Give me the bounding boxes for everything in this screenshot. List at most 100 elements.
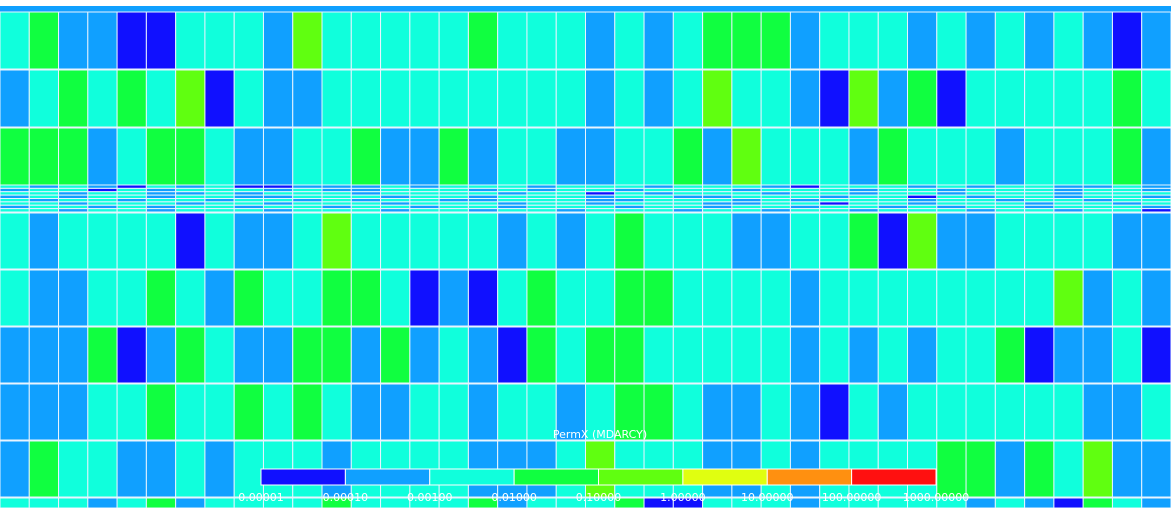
grid-cell[interactable] xyxy=(58,127,89,186)
grid-cell[interactable] xyxy=(233,127,264,186)
grid-cell[interactable] xyxy=(1111,383,1143,441)
grid-cell[interactable] xyxy=(526,69,557,128)
grid-cell[interactable] xyxy=(672,69,704,128)
grid-cell[interactable] xyxy=(702,269,733,327)
grid-cell[interactable] xyxy=(526,383,557,441)
grid-cell[interactable] xyxy=(233,383,264,441)
grid-cell[interactable] xyxy=(1053,326,1084,384)
grid-cell[interactable] xyxy=(438,11,469,70)
grid-cell[interactable] xyxy=(292,383,323,441)
grid-cell[interactable] xyxy=(28,69,60,128)
grid-cell[interactable] xyxy=(58,326,89,384)
grid-cell[interactable] xyxy=(877,326,909,384)
grid-cell[interactable] xyxy=(233,269,264,327)
grid-cell[interactable] xyxy=(1111,127,1143,186)
grid-cell[interactable] xyxy=(760,69,791,128)
grid-cell[interactable] xyxy=(731,269,762,327)
grid-cell[interactable] xyxy=(58,269,89,327)
grid-cell[interactable] xyxy=(848,127,879,186)
grid-cell[interactable] xyxy=(87,127,118,186)
grid-cell[interactable] xyxy=(1024,127,1055,186)
grid-cell[interactable] xyxy=(28,326,60,384)
grid-cell[interactable] xyxy=(0,269,30,327)
grid-cell[interactable] xyxy=(145,127,177,186)
grid-cell[interactable] xyxy=(994,440,1026,498)
grid-cell[interactable] xyxy=(1024,326,1055,384)
grid-cell[interactable] xyxy=(467,383,499,441)
grid-cell[interactable] xyxy=(145,212,177,270)
grid-cell[interactable] xyxy=(848,383,879,441)
grid-cell[interactable] xyxy=(321,383,352,441)
grid-cell[interactable] xyxy=(643,69,674,128)
grid-cell[interactable] xyxy=(848,69,879,128)
grid-cell[interactable] xyxy=(526,326,557,384)
grid-cell[interactable] xyxy=(936,269,967,327)
grid-cell[interactable] xyxy=(292,326,323,384)
grid-cell[interactable] xyxy=(350,383,382,441)
grid-cell[interactable] xyxy=(994,383,1026,441)
grid-cell[interactable] xyxy=(585,69,616,128)
grid-cell[interactable] xyxy=(145,11,177,70)
grid-cell[interactable] xyxy=(87,440,118,498)
grid-cell[interactable] xyxy=(819,69,850,128)
grid-cell[interactable] xyxy=(643,269,674,327)
grid-cell[interactable] xyxy=(585,326,616,384)
grid-cell[interactable] xyxy=(145,383,177,441)
grid-cell[interactable] xyxy=(497,127,528,186)
grid-cell[interactable] xyxy=(204,11,235,70)
grid-cell[interactable] xyxy=(877,269,909,327)
grid-cell[interactable] xyxy=(204,69,235,128)
grid-cell[interactable] xyxy=(233,69,264,128)
grid-cell[interactable] xyxy=(321,269,352,327)
grid-cell[interactable] xyxy=(614,69,645,128)
grid-cell[interactable] xyxy=(204,127,235,186)
grid-cell[interactable] xyxy=(116,326,147,384)
grid-cell[interactable] xyxy=(204,440,235,498)
grid-cell[interactable] xyxy=(0,326,30,384)
grid-cell[interactable] xyxy=(936,212,967,270)
grid-cell[interactable] xyxy=(1082,11,1113,70)
grid-cell[interactable] xyxy=(643,11,674,70)
grid-cell[interactable] xyxy=(907,269,938,327)
grid-cell[interactable] xyxy=(58,69,89,128)
grid-cell[interactable] xyxy=(526,212,557,270)
grid-cell[interactable] xyxy=(1024,269,1055,327)
grid-cell[interactable] xyxy=(731,69,762,128)
grid-cell[interactable] xyxy=(321,11,352,70)
grid-cell[interactable] xyxy=(262,11,294,70)
grid-cell[interactable] xyxy=(1111,69,1143,128)
grid-cell[interactable] xyxy=(497,383,528,441)
grid-cell[interactable] xyxy=(760,269,791,327)
grid-cell[interactable] xyxy=(204,212,235,270)
grid-cell[interactable] xyxy=(380,69,411,128)
grid-cell[interactable] xyxy=(1141,11,1171,70)
grid-cell[interactable] xyxy=(672,127,704,186)
grid-cell[interactable] xyxy=(819,127,850,186)
grid-cell[interactable] xyxy=(233,326,264,384)
grid-cell[interactable] xyxy=(702,11,733,70)
grid-cell[interactable] xyxy=(1024,212,1055,270)
grid-cell[interactable] xyxy=(58,11,89,70)
grid-cell[interactable] xyxy=(1111,326,1143,384)
grid-cell[interactable] xyxy=(467,269,499,327)
grid-cell[interactable] xyxy=(145,440,177,498)
grid-cell[interactable] xyxy=(1053,11,1084,70)
grid-cell[interactable] xyxy=(702,383,733,441)
grid-cell[interactable] xyxy=(175,383,206,441)
grid-cell[interactable] xyxy=(555,326,586,384)
grid-cell[interactable] xyxy=(321,212,352,270)
grid-cell[interactable] xyxy=(175,127,206,186)
grid-cell[interactable] xyxy=(877,212,909,270)
grid-cell[interactable] xyxy=(438,269,469,327)
grid-cell[interactable] xyxy=(497,69,528,128)
grid-cell[interactable] xyxy=(321,127,352,186)
grid-cell[interactable] xyxy=(614,11,645,70)
grid-cell[interactable] xyxy=(116,69,147,128)
grid-cell[interactable] xyxy=(350,11,382,70)
grid-cell[interactable] xyxy=(1141,69,1171,128)
grid-cell[interactable] xyxy=(380,269,411,327)
grid-cell[interactable] xyxy=(116,269,147,327)
grid-cell[interactable] xyxy=(28,11,60,70)
grid-cell[interactable] xyxy=(380,326,411,384)
grid-cell[interactable] xyxy=(907,383,938,441)
